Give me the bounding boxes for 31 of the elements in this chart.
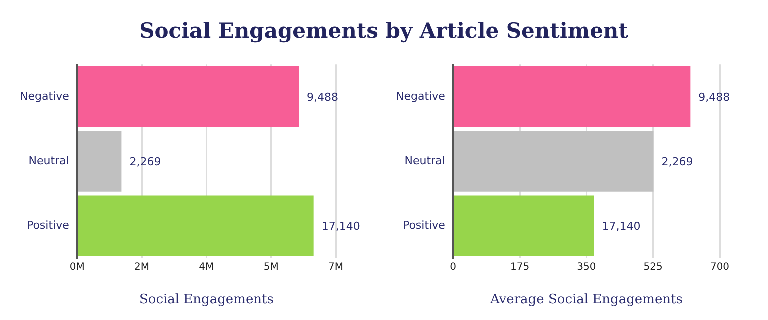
bar: [454, 66, 691, 128]
y-tick-label: Negative: [396, 90, 446, 103]
annotation: 17,140: [322, 220, 360, 233]
x-axis-title: Average Social Engagements: [489, 292, 683, 308]
x-tick-label: 5M: [264, 262, 279, 273]
y-tick-label: Positive: [26, 218, 70, 232]
x-tick-label: 4M: [199, 262, 214, 273]
annotation: 2,269: [130, 155, 162, 168]
text: Social Engagements by Article Sentiment: [138, 18, 630, 43]
x-tick-label: 525: [644, 262, 663, 273]
bar: [78, 196, 314, 256]
x-tick-label: 700: [710, 262, 730, 273]
bar: [454, 196, 594, 256]
annotation: 9,488: [307, 90, 339, 104]
x-tick-label: 7M: [328, 262, 344, 273]
bar: [454, 131, 654, 192]
annotation: 2,269: [662, 155, 694, 168]
x-tick-label: 350: [577, 262, 596, 273]
bar: [78, 131, 122, 192]
x-tick-label: 175: [510, 262, 530, 273]
y-tick-label: Neutral: [404, 154, 446, 168]
y-tick-label: Neutral: [28, 154, 70, 168]
y-tick-label: Positive: [402, 218, 446, 232]
x-axis-title: Social Engagements: [139, 292, 274, 308]
x-tick-label: 0M: [70, 262, 85, 273]
bar: [78, 66, 300, 128]
annotation: 17,140: [602, 220, 641, 233]
annotation: 9,488: [698, 90, 730, 104]
x-tick-label: 2M: [134, 262, 150, 273]
x-tick-label: 0: [450, 262, 457, 273]
y-tick-label: Negative: [20, 90, 70, 103]
